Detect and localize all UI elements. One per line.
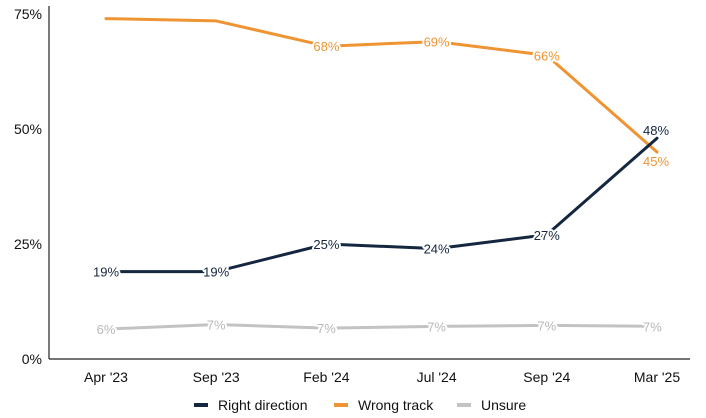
data-label: 19%	[203, 265, 229, 280]
data-label: 24%	[424, 242, 450, 257]
series-line-unsure	[104, 323, 659, 331]
y-tick-label: 75%	[14, 6, 42, 22]
legend-label: Unsure	[481, 397, 526, 413]
data-label-halo: 48%	[643, 123, 669, 138]
legend: Right direction Wrong track Unsure	[194, 397, 526, 413]
data-label: 25%	[313, 237, 339, 252]
data-label-halo: 25%	[313, 237, 339, 252]
data-label: 48%	[643, 123, 669, 138]
data-label-halo: 68%	[313, 39, 339, 54]
data-label-halo: 6%	[97, 322, 116, 337]
y-tick-label: 0%	[22, 351, 42, 367]
data-label: 7%	[427, 319, 446, 334]
data-label: 7%	[537, 318, 556, 333]
data-label: 66%	[534, 48, 560, 63]
x-tick-label: Apr '23	[84, 369, 128, 385]
data-labels: 19%19% 19%19%25%25% 24%24%27%27%48%48%68%6…	[91, 33, 671, 340]
data-label-halo: 7%	[317, 321, 336, 336]
y-tick-label: 50%	[14, 121, 42, 137]
data-label: 6%	[97, 322, 116, 337]
data-label-halo: 69%	[424, 35, 450, 50]
y-tick-label: 25%	[14, 236, 42, 252]
data-label-halo: 19%	[93, 265, 119, 280]
data-label-halo: 45%	[643, 154, 669, 169]
data-label: 7%	[207, 318, 226, 333]
x-tick-label: Sep '23	[193, 369, 240, 385]
x-tick-label: Mar '25	[634, 369, 680, 385]
data-label: 27%	[534, 228, 560, 243]
axes: 0% 25% 50% 75% Apr '23 Sep '23 Feb '24 Jul '24 S…	[14, 6, 690, 385]
data-label: 7%	[643, 319, 662, 334]
series-lines	[104, 17, 659, 331]
x-tick-label: Jul '24	[417, 369, 457, 385]
data-label-halo: 66%	[534, 48, 560, 63]
data-label: 45%	[643, 154, 669, 169]
data-label: 68%	[313, 39, 339, 54]
x-tick-label: Feb '24	[303, 369, 349, 385]
x-tick-label: Sep '24	[523, 369, 570, 385]
data-label-halo: 7%	[643, 319, 662, 334]
series-line-wrong-track	[104, 17, 659, 154]
series-line-right-direction	[104, 136, 659, 274]
legend-label: Wrong track	[358, 397, 434, 413]
data-label-halo: 27%	[534, 228, 560, 243]
data-label-halo: 24%	[424, 242, 450, 257]
legend-label: Right direction	[218, 397, 308, 413]
data-label-halo: 7%	[537, 318, 556, 333]
data-label-halo: 7%	[207, 318, 226, 333]
data-label-halo: 19%	[203, 265, 229, 280]
data-label-halo: 7%	[427, 319, 446, 334]
data-label: 69%	[424, 35, 450, 50]
data-label: 7%	[317, 321, 336, 336]
data-label: 19%	[93, 265, 119, 280]
